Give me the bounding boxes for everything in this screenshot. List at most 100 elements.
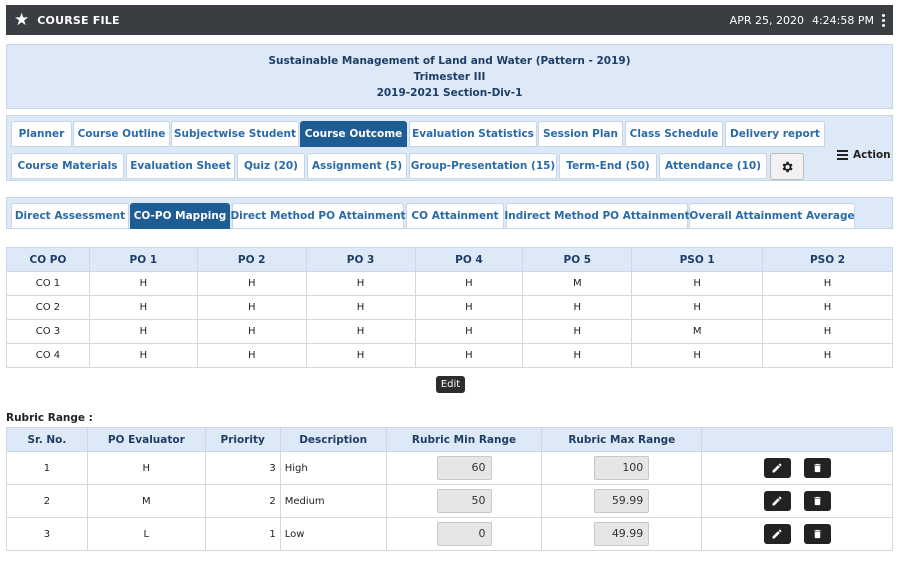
column-header: PO 3 bbox=[305, 247, 416, 272]
table-cell: H bbox=[522, 319, 633, 344]
tab-course-materials[interactable]: Course Materials bbox=[11, 153, 124, 179]
sr-no: 1 bbox=[6, 451, 88, 485]
tab-attendance[interactable]: Attendance (10) bbox=[659, 153, 767, 179]
table-cell: CO 2 bbox=[6, 295, 90, 320]
row-actions bbox=[701, 517, 893, 551]
column-header: PO Evaluator bbox=[86, 427, 206, 452]
tab-evaluation-sheet[interactable]: Evaluation Sheet bbox=[126, 153, 235, 179]
table-cell: CO 4 bbox=[6, 343, 90, 368]
table-cell: H bbox=[305, 319, 416, 344]
pencil-icon[interactable] bbox=[763, 491, 791, 511]
trash-icon[interactable] bbox=[803, 491, 831, 511]
time-text: 4:24:58 PM bbox=[811, 13, 874, 27]
table-cell: H bbox=[196, 319, 307, 344]
column-header: Rubric Max Range bbox=[541, 427, 703, 452]
table-row: CO 1 H H H H M H H bbox=[6, 271, 893, 296]
max-range-input[interactable]: 100 bbox=[594, 456, 650, 480]
min-range-input[interactable]: 0 bbox=[436, 522, 492, 546]
table-header-row: Sr. No. PO Evaluator Priority Descriptio… bbox=[6, 427, 893, 452]
table-cell: H bbox=[414, 295, 524, 320]
po-evaluator: L bbox=[86, 517, 206, 551]
pencil-icon[interactable] bbox=[763, 458, 791, 478]
tab-delivery-report[interactable]: Delivery report bbox=[725, 121, 825, 147]
tab-class-schedule[interactable]: Class Schedule bbox=[625, 121, 723, 147]
column-header: PO 4 bbox=[414, 247, 524, 272]
row-actions bbox=[701, 451, 893, 485]
pencil-icon[interactable] bbox=[763, 524, 791, 544]
main-tabs: Planner Course Outline Subjectwise Stude… bbox=[6, 115, 893, 181]
course-batch: 2019-2021 Section-Div-1 bbox=[376, 86, 523, 99]
table-cell: H bbox=[305, 343, 416, 368]
table-cell: M bbox=[631, 319, 764, 344]
max-range-cell: 59.99 bbox=[541, 484, 703, 518]
star-icon[interactable]: ★ bbox=[14, 9, 30, 30]
subtab-overall-attainment-average[interactable]: Overall Attainment Average bbox=[689, 203, 855, 229]
column-header: Sr. No. bbox=[6, 427, 88, 452]
tab-evaluation-statistics[interactable]: Evaluation Statistics bbox=[409, 121, 537, 147]
table-cell: CO 1 bbox=[6, 271, 90, 296]
co-po-mapping-table: CO PO PO 1 PO 2 PO 3 PO 4 PO 5 PSO 1 PSO… bbox=[6, 247, 893, 368]
tab-term-end[interactable]: Term-End (50) bbox=[559, 153, 657, 179]
max-range-input[interactable]: 59.99 bbox=[594, 489, 650, 513]
gear-icon bbox=[782, 161, 793, 172]
rubric-range-table: Sr. No. PO Evaluator Priority Descriptio… bbox=[6, 427, 893, 551]
po-evaluator: M bbox=[86, 484, 206, 518]
description: Low bbox=[279, 517, 387, 551]
column-header: Priority bbox=[204, 427, 281, 452]
priority: 3 bbox=[204, 451, 281, 485]
column-header: PO 1 bbox=[88, 247, 198, 272]
table-row: 1 H 3 High 60 100 bbox=[6, 451, 893, 485]
min-range-input[interactable]: 60 bbox=[436, 456, 492, 480]
description: Medium bbox=[279, 484, 387, 518]
max-range-input[interactable]: 49.99 bbox=[594, 522, 650, 546]
table-cell: H bbox=[88, 271, 198, 296]
table-row: CO 2 H H H H H H H bbox=[6, 295, 893, 320]
date-text: APR 25, 2020 bbox=[729, 13, 804, 27]
column-header bbox=[701, 427, 893, 452]
tab-course-outline[interactable]: Course Outline bbox=[73, 121, 170, 147]
tab-session-plan[interactable]: Session Plan bbox=[538, 121, 623, 147]
column-header: Description bbox=[279, 427, 387, 452]
subtab-indirect-method-po-attainment[interactable]: Indirect Method PO Attainment bbox=[504, 203, 690, 229]
min-range-input[interactable]: 50 bbox=[436, 489, 492, 513]
table-cell: H bbox=[88, 295, 198, 320]
priority: 2 bbox=[204, 484, 281, 518]
subtab-direct-method-po-attainment[interactable]: Direct Method PO Attainment bbox=[230, 203, 406, 229]
po-evaluator: H bbox=[86, 451, 206, 485]
subtab-direct-assessment[interactable]: Direct Assessment bbox=[11, 203, 129, 229]
tab-subjectwise-student[interactable]: Subjectwise Student bbox=[171, 121, 299, 147]
table-cell: H bbox=[305, 295, 416, 320]
kebab-icon[interactable] bbox=[882, 13, 885, 27]
table-cell: H bbox=[196, 271, 307, 296]
min-range-cell: 0 bbox=[385, 517, 543, 551]
column-header: Rubric Min Range bbox=[385, 427, 543, 452]
max-range-cell: 49.99 bbox=[541, 517, 703, 551]
min-range-cell: 50 bbox=[385, 484, 543, 518]
trash-icon[interactable] bbox=[803, 458, 831, 478]
column-header: PSO 1 bbox=[631, 247, 764, 272]
rubric-range-title: Rubric Range : bbox=[6, 412, 93, 424]
subtab-co-po-mapping[interactable]: CO-PO Mapping bbox=[130, 203, 230, 229]
top-bar: ★ COURSE FILE APR 25, 2020 4:24:58 PM bbox=[6, 5, 893, 35]
edit-button[interactable]: Edit bbox=[436, 376, 465, 393]
min-range-cell: 60 bbox=[385, 451, 543, 485]
tab-group-presentation[interactable]: Group-Presentation (15) bbox=[409, 153, 557, 179]
tab-assignment[interactable]: Assignment (5) bbox=[307, 153, 407, 179]
table-cell: H bbox=[414, 319, 524, 344]
table-cell: H bbox=[762, 271, 893, 296]
app-title: COURSE FILE bbox=[37, 13, 120, 27]
settings-button[interactable] bbox=[770, 153, 804, 180]
course-name: Sustainable Management of Land and Water… bbox=[268, 54, 631, 67]
trash-icon[interactable] bbox=[803, 524, 831, 544]
column-header: CO PO bbox=[6, 247, 90, 272]
table-cell: H bbox=[762, 295, 893, 320]
tab-quiz[interactable]: Quiz (20) bbox=[237, 153, 305, 179]
subtab-co-attainment[interactable]: CO Attainment bbox=[406, 203, 504, 229]
column-header: PO 2 bbox=[196, 247, 307, 272]
tab-planner[interactable]: Planner bbox=[11, 121, 72, 147]
action-menu[interactable]: Action bbox=[837, 149, 891, 161]
table-cell: H bbox=[522, 295, 633, 320]
table-cell: H bbox=[88, 343, 198, 368]
tab-course-outcome[interactable]: Course Outcome bbox=[300, 121, 407, 147]
table-cell: H bbox=[88, 319, 198, 344]
